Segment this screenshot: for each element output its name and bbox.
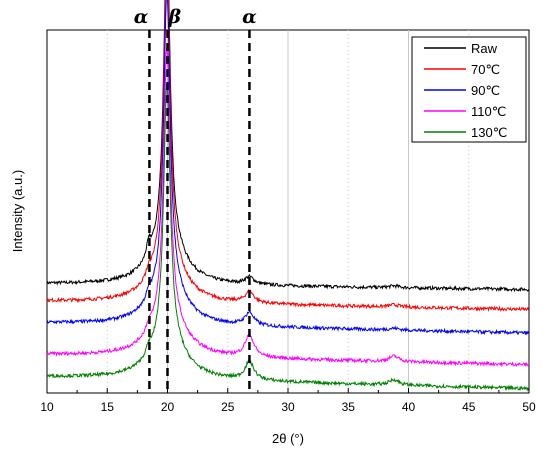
legend-box — [411, 36, 527, 143]
legend: Raw 70℃ 90℃ 110℃ 130℃ — [411, 36, 527, 143]
series-line-raw — [46, 0, 530, 293]
x-tick-label: 10 — [40, 400, 54, 414]
x-tick-label: 35 — [342, 400, 356, 414]
x-tick-label: 25 — [221, 400, 235, 414]
phase-label: α — [134, 6, 149, 28]
series-line-70c — [46, 0, 529, 313]
x-tick-label: 20 — [161, 400, 175, 414]
x-axis-title: 2θ (°) — [272, 431, 304, 446]
legend-label-70c: 70℃ — [471, 62, 500, 77]
series-layer — [46, 0, 530, 392]
y-axis-title: Intensity (a.u.) — [10, 170, 25, 252]
series-line-130c — [46, 83, 530, 392]
legend-label-raw: Raw — [471, 41, 498, 56]
x-tick-label: 45 — [462, 400, 476, 414]
legend-label-90c: 90℃ — [471, 83, 500, 98]
x-axis: 10 15 20 25 30 35 40 45 50 — [40, 388, 536, 414]
legend-label-130c: 130℃ — [471, 125, 507, 140]
phase-label: α — [242, 6, 257, 28]
x-tick-label: 50 — [522, 400, 536, 414]
x-tick-label: 30 — [281, 400, 295, 414]
phase-label: β — [168, 6, 182, 28]
x-tick-label: 15 — [101, 400, 115, 414]
x-tick-label: 40 — [402, 400, 416, 414]
series-line-90c — [46, 0, 530, 336]
series-line-110c — [46, 46, 530, 368]
legend-label-110c: 110℃ — [471, 104, 506, 119]
